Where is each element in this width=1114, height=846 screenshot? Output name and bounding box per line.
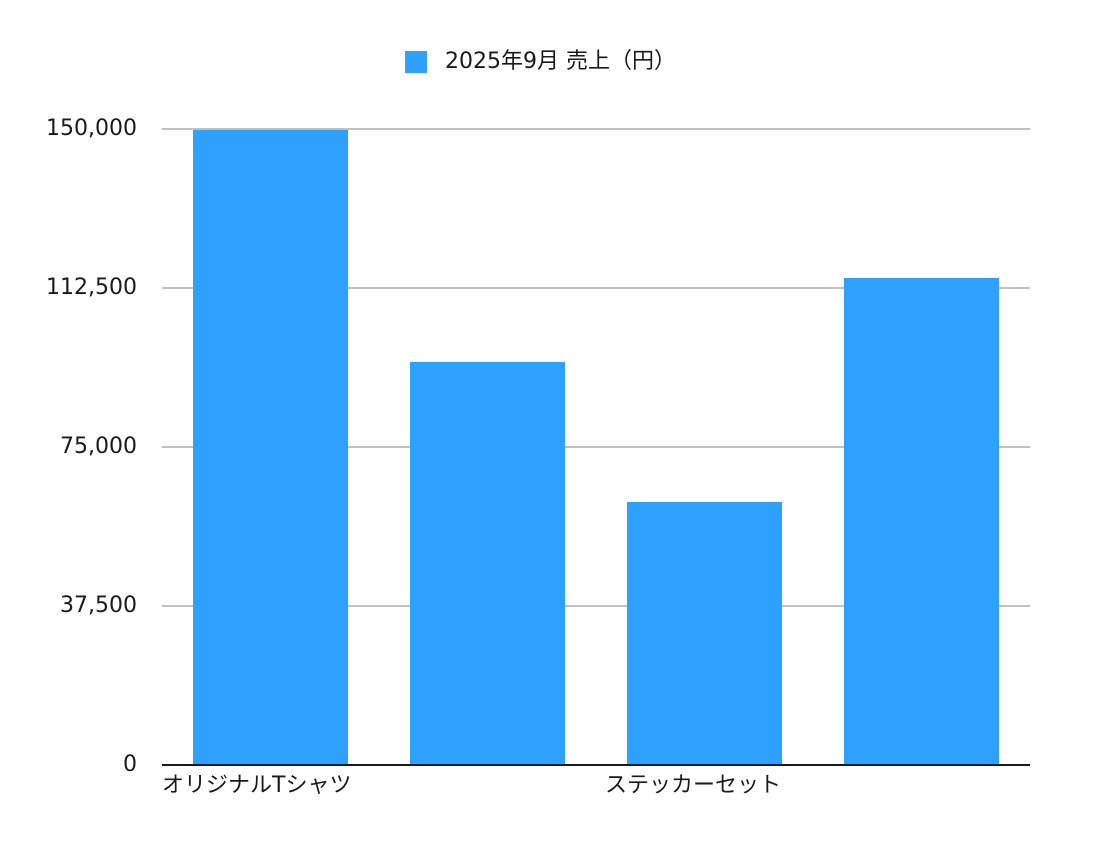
y-tick-label: 75,000 xyxy=(60,434,137,459)
legend: 2025年9月 売上（円） xyxy=(405,46,676,78)
x-tick-label: ステッカーセット xyxy=(605,773,782,798)
bar-sticker-set xyxy=(627,502,782,765)
y-tick-label: 150,000 xyxy=(46,116,137,141)
bar-2 xyxy=(410,362,565,765)
legend-label: 2025年9月 売上（円） xyxy=(445,49,676,74)
x-tick-label: オリジナルTシャツ xyxy=(162,773,352,798)
gridline xyxy=(162,287,1030,289)
y-tick-label: 0 xyxy=(123,752,137,777)
bar-4 xyxy=(844,278,999,765)
gridline xyxy=(162,605,1030,607)
bar-original-tshirt xyxy=(193,130,348,765)
plot-area: オリジナルTシャツ ステッカーセット xyxy=(162,0,1030,846)
gridline xyxy=(162,128,1030,130)
x-axis-line xyxy=(162,764,1030,766)
y-tick-label: 37,500 xyxy=(60,593,137,618)
gridline xyxy=(162,446,1030,448)
y-tick-label: 112,500 xyxy=(46,275,137,300)
legend-swatch xyxy=(405,51,427,73)
